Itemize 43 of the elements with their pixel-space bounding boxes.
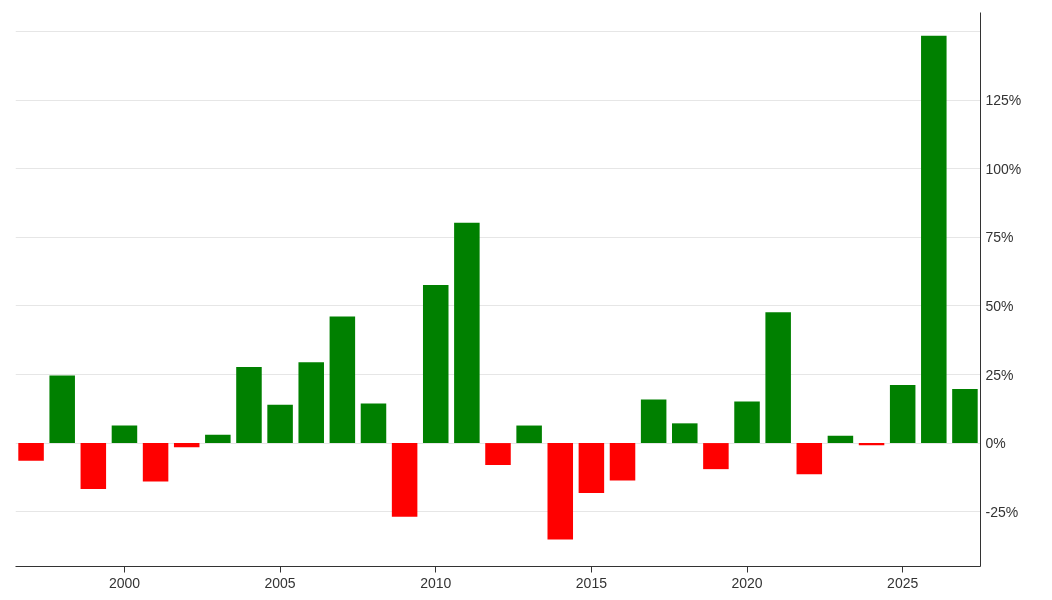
bar [889,384,916,444]
bar [547,443,574,540]
x-tick-label: 2010 [420,574,452,591]
bar [516,425,542,444]
bar [703,443,729,470]
bar [49,375,75,444]
bar [360,403,387,444]
x-tick-label: 2025 [887,574,919,591]
bar [267,404,293,444]
bar [18,443,44,461]
x-tick-label: 2015 [575,574,608,591]
bar [578,443,605,493]
bar [672,423,698,444]
bar [80,443,107,489]
bar [640,399,667,444]
bar [454,222,480,444]
bar [205,434,231,444]
y-tick-label: 50% [985,297,1014,314]
bar [765,312,791,444]
y-tick-label: 100% [985,160,1022,177]
bar [485,443,511,466]
bar [236,367,262,444]
x-tick-label: 2005 [264,574,296,591]
bar [422,285,449,444]
bar [391,443,418,517]
bar [173,443,200,448]
bar [734,401,760,444]
bar [952,389,978,444]
x-tick-label: 2020 [731,574,763,591]
bar [298,362,324,444]
y-tick-label: 0% [985,435,1006,452]
x-tick-label: 2000 [108,574,141,591]
bar [111,425,138,444]
bar [796,443,823,475]
bar [609,443,636,481]
y-tick-label: -25% [985,503,1019,520]
bar [827,435,854,444]
bar [921,35,947,444]
y-tick-label: 125% [985,92,1022,109]
y-tick-label: 25% [985,366,1014,383]
y-tick-label: 75% [985,229,1014,246]
bar [329,316,356,444]
bar [142,443,169,482]
